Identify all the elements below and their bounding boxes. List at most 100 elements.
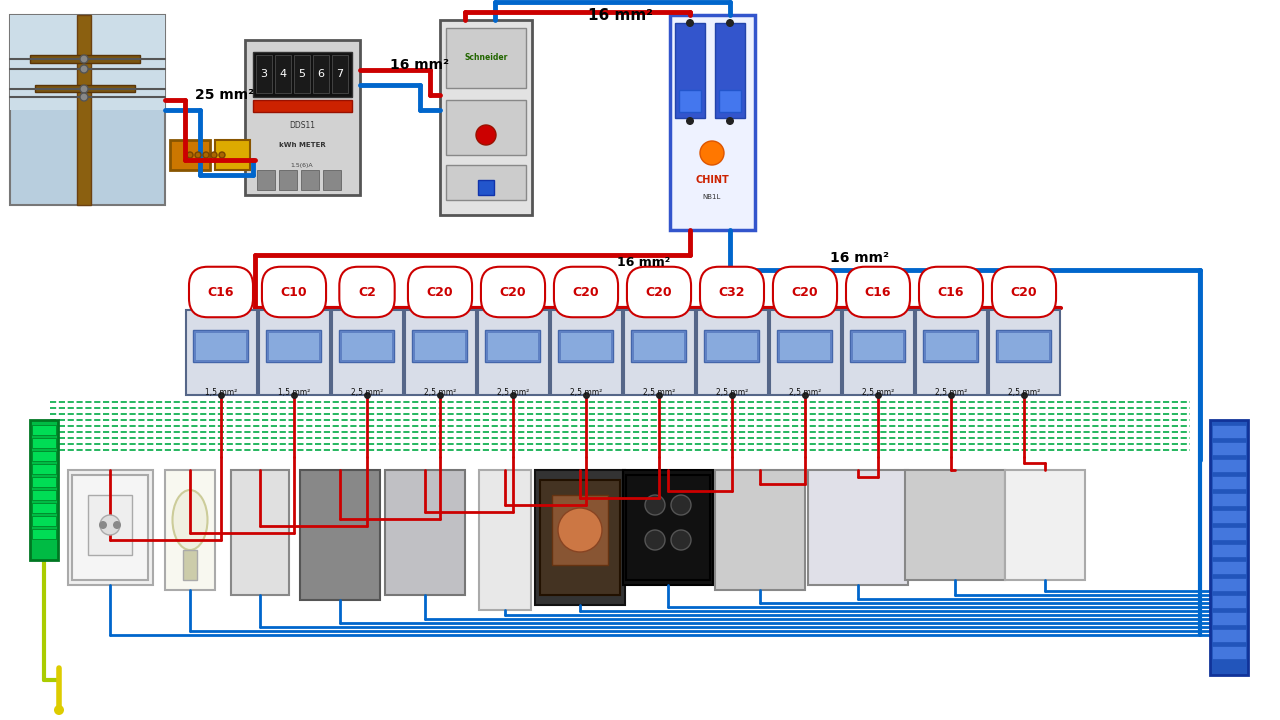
Bar	[996, 330, 1051, 362]
Bar	[88, 495, 132, 555]
Text: 2,5 mm²: 2,5 mm²	[351, 388, 383, 397]
Bar	[1212, 459, 1245, 472]
Text: 2,5 mm²: 2,5 mm²	[861, 388, 895, 397]
Bar	[916, 310, 987, 395]
Text: C2: C2	[358, 286, 376, 299]
Circle shape	[79, 85, 88, 93]
Text: 2,5 mm²: 2,5 mm²	[716, 388, 748, 397]
Circle shape	[187, 152, 193, 158]
Text: NB1L: NB1L	[703, 194, 721, 200]
Circle shape	[219, 152, 225, 158]
Bar	[707, 332, 756, 360]
Bar	[1212, 561, 1245, 574]
Bar	[244, 40, 360, 195]
Circle shape	[79, 55, 88, 63]
Bar	[631, 330, 686, 362]
Bar	[989, 310, 1060, 395]
Text: C32: C32	[719, 286, 745, 299]
Bar	[215, 140, 250, 170]
Text: C16: C16	[207, 286, 234, 299]
Circle shape	[726, 19, 733, 27]
Circle shape	[79, 93, 88, 101]
Bar	[32, 477, 56, 487]
Text: DDS11: DDS11	[289, 120, 315, 130]
Text: C10: C10	[280, 286, 307, 299]
Text: C20: C20	[1011, 286, 1037, 299]
Bar	[719, 90, 741, 112]
Circle shape	[113, 521, 122, 529]
Bar	[669, 15, 755, 230]
Bar	[925, 332, 977, 360]
Bar	[332, 55, 348, 93]
Bar	[486, 332, 538, 360]
Bar	[623, 470, 713, 585]
Bar	[339, 330, 394, 362]
Bar	[1212, 510, 1245, 523]
Text: C20: C20	[572, 286, 599, 299]
Text: C20: C20	[645, 286, 672, 299]
Text: Schneider: Schneider	[465, 53, 508, 63]
Bar	[440, 20, 532, 215]
Text: 2,5 mm²: 2,5 mm²	[497, 388, 529, 397]
Bar	[678, 90, 701, 112]
Bar	[72, 475, 148, 580]
Text: kWh METER: kWh METER	[279, 142, 325, 148]
Bar	[1005, 470, 1085, 580]
Bar	[300, 470, 380, 600]
Bar	[550, 310, 622, 395]
Circle shape	[204, 152, 209, 158]
Bar	[1212, 476, 1245, 489]
Bar	[10, 15, 165, 205]
Text: 16 mm²: 16 mm²	[588, 7, 653, 22]
Bar	[253, 52, 352, 97]
Text: 3: 3	[261, 69, 268, 79]
Text: 1,5 mm²: 1,5 mm²	[278, 388, 310, 397]
Text: 4: 4	[279, 69, 287, 79]
Bar	[716, 23, 745, 118]
Bar	[535, 470, 625, 605]
Bar	[771, 310, 841, 395]
Circle shape	[645, 530, 666, 550]
Bar	[1212, 646, 1245, 659]
Bar	[561, 332, 611, 360]
Bar	[32, 503, 56, 513]
Bar	[850, 330, 905, 362]
Bar	[253, 100, 352, 112]
Bar	[32, 516, 56, 526]
Bar	[479, 470, 531, 610]
Bar	[998, 332, 1050, 360]
Text: 2,5 mm²: 2,5 mm²	[934, 388, 968, 397]
Text: 16 mm²: 16 mm²	[831, 251, 890, 265]
Circle shape	[645, 495, 666, 515]
Bar	[1212, 612, 1245, 625]
Bar	[1212, 493, 1245, 506]
Bar	[301, 170, 319, 190]
Bar	[413, 332, 465, 360]
Bar	[385, 470, 465, 595]
Text: 16 mm²: 16 mm²	[390, 58, 449, 72]
Bar	[905, 470, 1005, 580]
Bar	[266, 330, 321, 362]
Bar	[1212, 578, 1245, 591]
Text: C16: C16	[938, 286, 964, 299]
Bar	[294, 55, 310, 93]
Bar	[193, 330, 248, 362]
Bar	[485, 330, 540, 362]
Text: C20: C20	[792, 286, 818, 299]
Bar	[698, 310, 768, 395]
Text: 25 mm²: 25 mm²	[195, 88, 255, 102]
Bar	[314, 55, 329, 93]
Bar	[268, 332, 319, 360]
Bar	[10, 15, 165, 110]
Text: 2,5 mm²: 2,5 mm²	[788, 388, 822, 397]
Bar	[68, 470, 154, 585]
Text: 5: 5	[298, 69, 306, 79]
Circle shape	[671, 495, 691, 515]
Bar	[1210, 420, 1248, 675]
Bar	[1212, 544, 1245, 557]
Bar	[1212, 527, 1245, 540]
Text: 2,5 mm²: 2,5 mm²	[424, 388, 456, 397]
Bar	[1212, 442, 1245, 455]
Bar	[445, 165, 526, 200]
Bar	[29, 55, 140, 63]
